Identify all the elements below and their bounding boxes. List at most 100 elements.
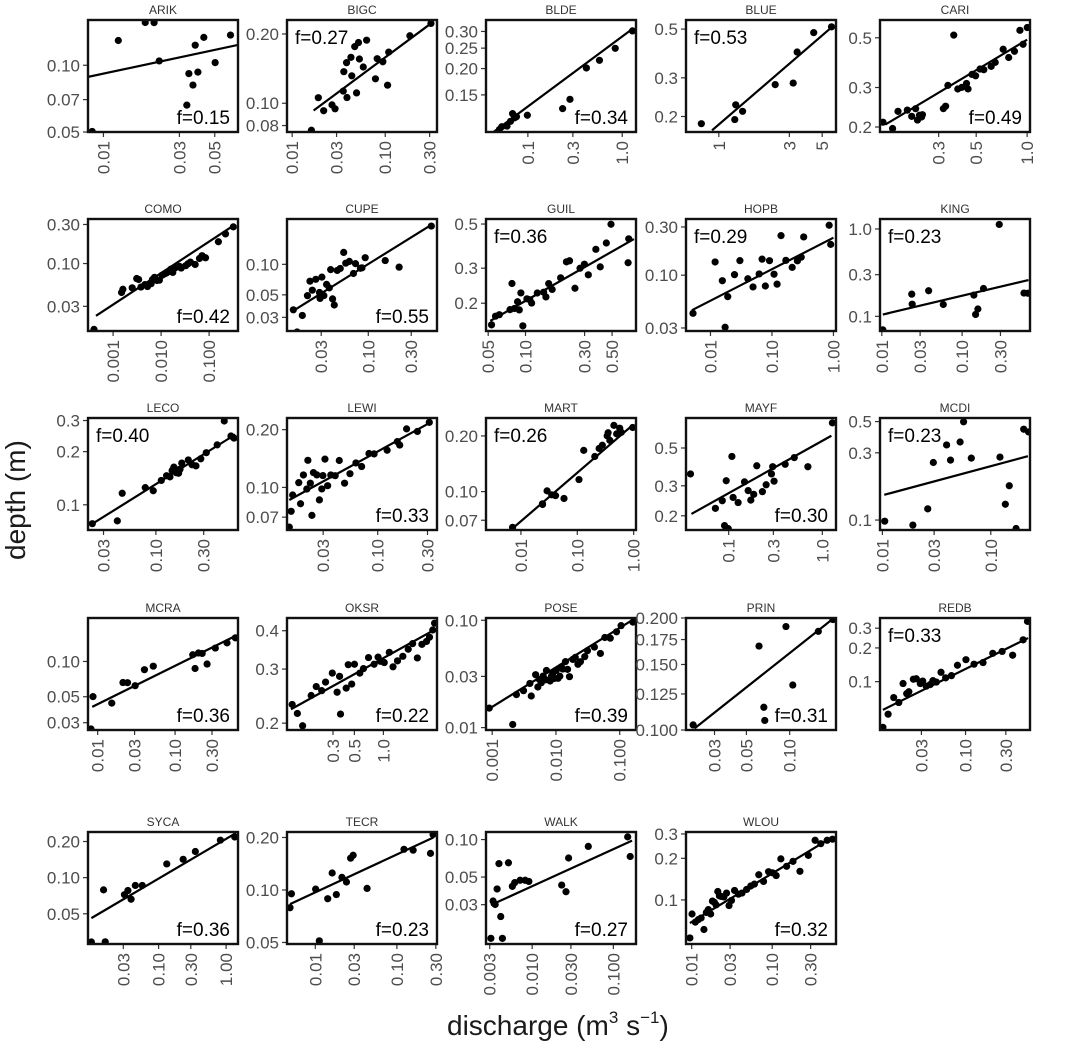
y-tick-label: 0.2 [654,507,678,526]
facet-arik: ARIK 0.05 0.07 0.10 0.01 0.03 0.05 f=0.15 [47,3,240,174]
panel-title: MCDI [940,401,971,415]
data-point [340,68,348,76]
data-point [924,505,932,513]
data-point [747,496,755,504]
f-annotation: f=0.30 [775,506,828,527]
x-tick-label: 0.50 [603,340,622,373]
x-tick-label: 0.10 [957,739,976,772]
f-annotation: f=0.27 [575,920,628,941]
data-point [980,66,988,74]
data-point [942,102,950,110]
data-point [404,645,412,653]
data-point [149,487,157,495]
data-point [565,673,574,681]
data-point [762,481,770,489]
facet-como: COMO 0.03 0.10 0.30 0.001 0.010 0.100 f=0.42 [47,202,240,383]
f-annotation: f=0.15 [177,108,230,129]
data-point [349,851,357,859]
data-point [331,105,339,113]
panel-title: WALK [544,815,578,829]
data-point [1016,26,1024,34]
panel-title: PRIN [747,601,776,615]
x-tick-label: 0.10 [516,340,535,373]
f-annotation: f=0.34 [575,108,629,129]
data-point [773,280,781,288]
panel-border [684,830,838,946]
x-tick-label: 0.03 [721,953,740,986]
data-point [425,418,433,426]
facet-mart: MART 0.07 0.10 0.20 0.01 0.10 1.00 f=0.26 [445,401,644,572]
data-point [365,449,373,458]
data-point [903,106,911,114]
data-point [561,658,570,666]
fit-line [90,832,237,920]
data-point [576,658,585,666]
data-point [583,647,592,655]
facet-redb: REDB 0.1 0.20.3 0.03 0.10 0.30 f=0.33 [848,601,1032,772]
data-point [761,282,769,290]
data-point [335,456,343,465]
data-point [289,491,297,499]
data-point [348,72,356,80]
x-tick-label: 0.030 [562,953,581,996]
fit-line [289,836,434,906]
facet-syca: SYCA 0.05 0.10 0.20 0.03 0.10 0.30 1.00 f=0.36 [47,815,240,986]
facet-pose: POSE 0.01 0.03 0.10 0.001 0.010 0.100 f=0.39 [445,601,638,782]
data-point [964,85,972,93]
data-point [393,657,402,665]
data-point [135,275,143,284]
data-point [427,222,435,230]
data-point [363,36,371,44]
data-point [829,618,836,624]
x-tick-label: 0.30 [182,953,201,986]
data-point [1024,289,1030,297]
data-point [947,672,956,680]
panel-title: LECO [147,401,180,415]
data-point [995,220,1003,229]
x-tick-label: 0.1 [720,539,739,563]
y-tick-label: 0.03 [47,714,80,733]
x-tick-label: 0.100 [604,953,623,996]
data-point [769,463,777,471]
data-point [602,239,610,247]
data-point [781,460,789,468]
data-point [825,221,833,229]
x-tick-label: 0.10 [568,539,587,572]
data-point [231,634,238,642]
y-tick-label: 0.3 [56,412,80,431]
data-point [203,660,211,668]
data-point [604,429,612,437]
data-point [166,473,174,481]
data-point [170,463,178,471]
data-point [601,633,609,642]
y-tick-label: 0.10 [47,56,80,75]
data-point [515,306,523,314]
fit-line [88,43,238,78]
x-tick-label: 0.3 [764,539,783,563]
panel-border [684,616,838,732]
data-point [1009,651,1017,659]
data-point [721,323,729,331]
panel-title: CARI [941,3,970,17]
x-tick-label: 0.001 [483,739,502,782]
panel-title: REDB [938,601,971,615]
data-point [185,70,193,78]
y-tick-label: 0.10 [47,869,80,888]
x-tick-label: 1.00 [824,340,843,373]
data-point [498,934,507,942]
y-tick-label: 0.15 [445,86,478,105]
data-point [729,493,737,502]
panel-border [484,616,638,732]
data-point [814,627,822,635]
data-point [629,618,636,626]
data-point [385,648,393,656]
data-point [545,279,553,288]
data-point [191,260,199,269]
data-point [157,476,165,485]
x-tick-label: 1.0 [613,141,632,165]
data-point [528,299,536,307]
data-point [346,470,354,478]
data-point [163,860,171,868]
